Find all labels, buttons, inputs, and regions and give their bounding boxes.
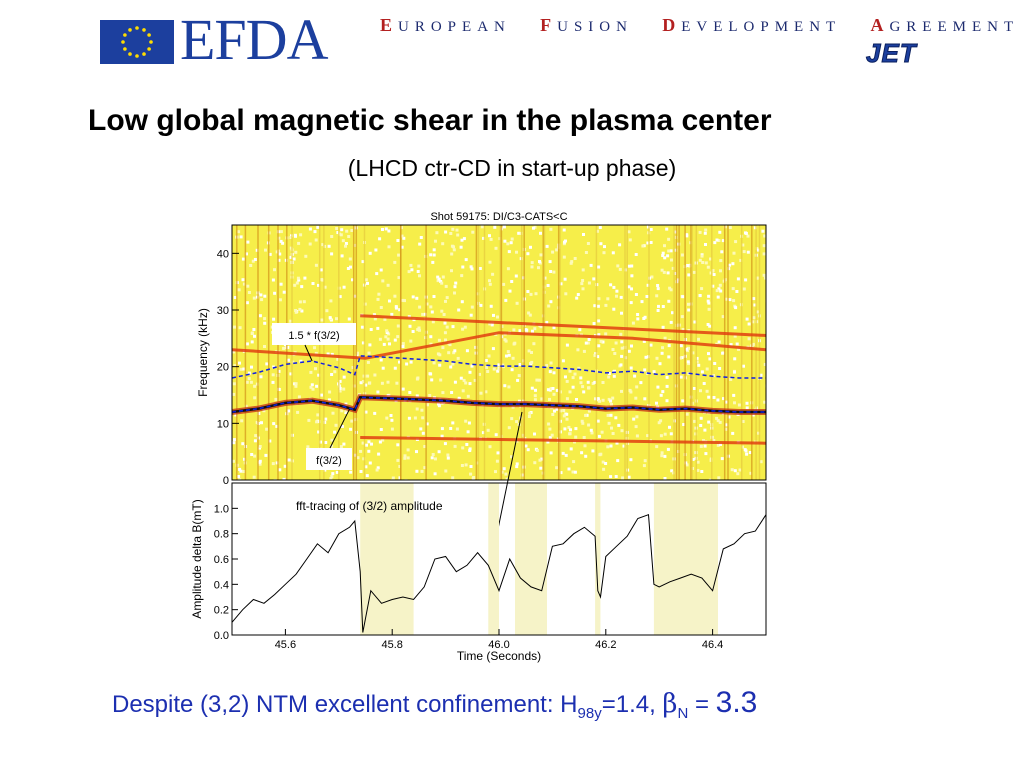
top-plot-frame — [231, 224, 767, 481]
annotation-box — [306, 448, 352, 470]
eu-star — [135, 54, 139, 58]
jet-logo: JET — [866, 38, 917, 69]
tagline-word-3: DEVELOPMENT — [662, 15, 842, 35]
y-tick-label: 10 — [217, 418, 229, 430]
y-tick-label: 0.6 — [214, 554, 229, 566]
shaded-interval — [515, 483, 547, 635]
efda-logo: EFDA — [180, 7, 328, 72]
eu-star — [121, 40, 125, 44]
y-tick-label: 0.8 — [214, 529, 229, 541]
eu-star — [147, 33, 151, 37]
tagline-word-2: FUSION — [540, 15, 633, 35]
eu-star — [128, 28, 132, 32]
eu-star — [142, 52, 146, 56]
eu-star — [147, 47, 151, 51]
series-line-f32 — [231, 396, 766, 413]
eu-flag-logo — [100, 20, 174, 64]
x-tick-label: 45.6 — [275, 639, 296, 651]
top-chart-title: Shot 59175: DI/C3-CATS<C — [430, 211, 567, 223]
shaded-interval — [360, 483, 414, 635]
y-tick-label: 20 — [217, 362, 229, 374]
shaded-interval — [653, 483, 718, 635]
eu-star — [123, 33, 127, 37]
annotation-arrow — [329, 408, 350, 449]
mode-band — [360, 436, 766, 445]
y-tick-label: 30 — [217, 305, 229, 317]
mode-band — [360, 314, 766, 337]
slide-subtitle: (LHCD ctr-CD in start-up phase) — [347, 155, 677, 181]
bottom-y-axis-label: Amplitude delta B(mT) — [190, 499, 204, 618]
tagline-word-4: AGREEMENT — [870, 15, 1020, 35]
shaded-interval — [488, 483, 499, 635]
x-tick-label: 46.2 — [595, 639, 616, 651]
y-tick-label: 0.0 — [214, 630, 229, 642]
eu-star — [135, 26, 139, 30]
annotation-1p5-f32: 1.5 * f(3/2) — [288, 330, 339, 342]
x-tick-label: 45.8 — [381, 639, 402, 651]
y-tick-label: 0 — [223, 475, 229, 487]
y-tick-label: 40 — [217, 248, 229, 260]
confinement-caption: Despite (3,2) NTM excellent confinement:… — [112, 686, 758, 722]
top-y-axis-label: Frequency (kHz) — [196, 308, 210, 397]
amplitude-line — [231, 514, 767, 633]
x-tick-label: 46.0 — [488, 639, 509, 651]
y-tick-label: 0.4 — [214, 579, 229, 591]
annotation-f32: f(3/2) — [316, 455, 342, 467]
shaded-interval — [595, 483, 601, 635]
mode-band — [232, 331, 766, 360]
tagline-word-1: EUROPEAN — [380, 15, 511, 35]
y-tick-label: 1.0 — [214, 503, 229, 515]
eu-stars-icon — [121, 26, 153, 58]
annotation-box — [272, 323, 356, 345]
efda-tagline: EUROPEAN FUSION DEVELOPMENT AGREEMENT — [380, 15, 1019, 36]
eu-star — [123, 47, 127, 51]
slide-title: Low global magnetic shear in the plasma … — [88, 104, 772, 137]
eu-star — [149, 40, 153, 44]
annotation-arrow — [304, 344, 313, 362]
eu-star — [128, 52, 132, 56]
y-tick-label: 0.2 — [214, 605, 229, 617]
x-axis-label: Time (Seconds) — [457, 649, 541, 663]
eu-star — [142, 28, 146, 32]
x-tick-label: 46.4 — [702, 639, 723, 651]
amplitude-annotation: fft-tracing of (3/2) amplitude — [296, 499, 443, 513]
